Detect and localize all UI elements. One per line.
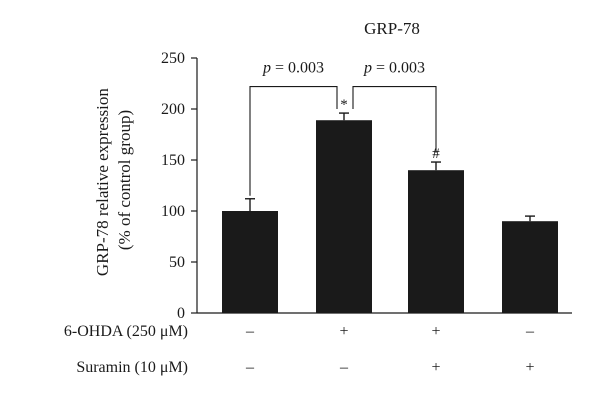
significance-bracket [249, 86, 338, 196]
condition-sign: – [339, 359, 349, 376]
bar [502, 221, 558, 313]
condition-sign: – [525, 323, 535, 340]
y-axis-label-line-1: GRP-78 relative expression [93, 88, 112, 276]
significance-marker: * [340, 97, 348, 113]
plot-area: 0 50 100 150 200 250 * # p = 0.003 p = 0.003 6-OHD… [64, 50, 572, 376]
y-axis-label: GRP-78 relative expression (% of control… [93, 84, 134, 276]
condition-label: Suramin (10 μM) [76, 359, 188, 376]
y-tick-label: 0 [177, 305, 185, 322]
significance-bracket [352, 86, 437, 153]
condition-sign: + [339, 323, 348, 340]
condition-sign: + [525, 359, 534, 376]
condition-label: 6-OHDA (250 μM) [64, 323, 188, 340]
y-tick-label: 50 [169, 254, 185, 271]
y-tick-label: 150 [161, 152, 185, 169]
y-tick-label: 200 [161, 101, 185, 118]
bar [408, 170, 464, 313]
y-tick-label: 100 [161, 203, 185, 220]
condition-sign: + [431, 359, 440, 376]
y-tick-label: 250 [161, 50, 185, 67]
p-value-label: p = 0.003 [262, 59, 324, 76]
bar [222, 211, 278, 313]
p-value-label: p = 0.003 [363, 59, 425, 76]
bar [316, 120, 372, 313]
significance-marker: # [432, 146, 440, 162]
chart-title: GRP-78 [364, 19, 420, 38]
y-axis-label-line-2: (% of control group) [115, 110, 134, 250]
condition-sign: – [245, 323, 255, 340]
condition-sign: + [431, 323, 440, 340]
condition-sign: – [245, 359, 255, 376]
